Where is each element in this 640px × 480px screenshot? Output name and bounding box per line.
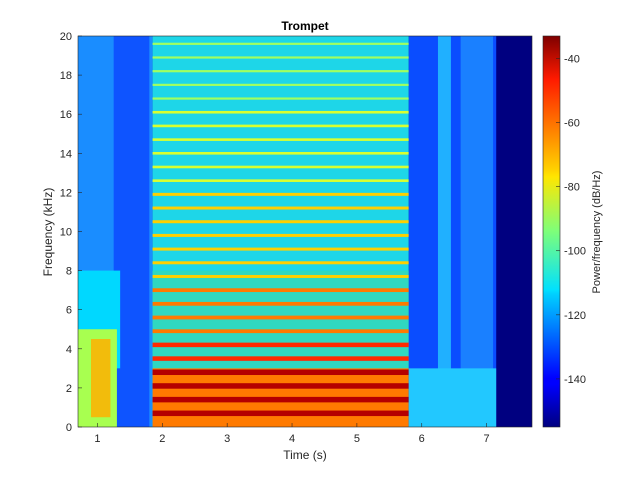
y-tick-label: 20 (60, 31, 72, 43)
harmonic-line (152, 165, 409, 169)
colorbar-tick-label: -120 (564, 310, 586, 322)
y-tick-label: 4 (66, 344, 72, 356)
harmonic-line (152, 70, 409, 73)
y-tick-label: 2 (66, 383, 72, 395)
harmonic-line (152, 247, 409, 251)
colorbar-tick-label: -60 (564, 118, 580, 130)
harmonic-line (152, 83, 409, 86)
harmonic-line (152, 342, 409, 348)
y-tick-label: 12 (60, 187, 72, 199)
harmonic-line (152, 56, 409, 59)
harmonic-line (152, 138, 409, 141)
y-tick-label: 16 (60, 109, 72, 121)
harmonic-line (152, 261, 409, 265)
harmonic-line (152, 410, 409, 417)
colorbar-tick-label: -40 (564, 53, 580, 65)
x-tick-label: 6 (419, 433, 425, 445)
y-tick-label: 8 (66, 266, 72, 278)
harmonic-line (152, 288, 409, 293)
harmonic-line (152, 192, 409, 196)
harmonic-line (152, 356, 409, 361)
colorbar-label: Power/frequency (dB/Hz) (591, 171, 603, 294)
harmonic-line (152, 152, 409, 155)
colorbar (542, 35, 561, 428)
harmonic-line (152, 396, 409, 403)
harmonic-line (152, 301, 409, 306)
x-tick-label: 7 (484, 433, 490, 445)
breath-hot-spot (90, 339, 111, 418)
harmonic-line (152, 179, 409, 182)
x-axis: 1 2 3 4 5 6 7 (94, 423, 490, 445)
colorbar-ticks: -40 -60 -80 -100 -120 -140 (556, 53, 586, 386)
decay-mid-band (460, 36, 494, 427)
harmonic-line (152, 124, 409, 128)
silence-region (496, 36, 532, 427)
harmonic-line (152, 329, 409, 334)
harmonic-line (152, 110, 409, 114)
spectrogram-plot-area (78, 36, 532, 427)
decay-bright-band (437, 36, 451, 427)
harmonic-line (152, 383, 409, 389)
decay-low-band (408, 368, 497, 427)
harmonic-line (152, 220, 409, 224)
y-tick-label: 14 (60, 148, 72, 160)
y-tick-label: 6 (66, 305, 72, 317)
harmonic-line (152, 315, 409, 320)
chart-title: Trompet (281, 19, 328, 33)
y-tick-label: 0 (66, 422, 72, 434)
y-axis-label: Frequency (kHz) (41, 188, 55, 277)
x-axis-label: Time (s) (283, 448, 327, 462)
harmonic-line (152, 97, 409, 100)
harmonic-line (152, 369, 409, 376)
y-axis: 0 2 4 6 8 10 12 14 16 18 20 (60, 31, 82, 434)
harmonic-line (152, 42, 409, 45)
y-tick-label: 18 (60, 70, 72, 82)
harmonic-line (152, 206, 409, 210)
x-tick-label: 5 (354, 433, 360, 445)
x-tick-label: 2 (159, 433, 165, 445)
x-tick-label: 4 (289, 433, 295, 445)
harmonic-line (152, 233, 409, 237)
colorbar-tick-label: -80 (564, 182, 580, 194)
y-tick-label: 10 (60, 227, 72, 239)
harmonic-line (152, 274, 409, 278)
colorbar-tick-label: -140 (564, 374, 586, 386)
x-tick-label: 3 (224, 433, 230, 445)
colorbar-tick-label: -100 (564, 246, 586, 258)
x-tick-label: 1 (94, 433, 100, 445)
